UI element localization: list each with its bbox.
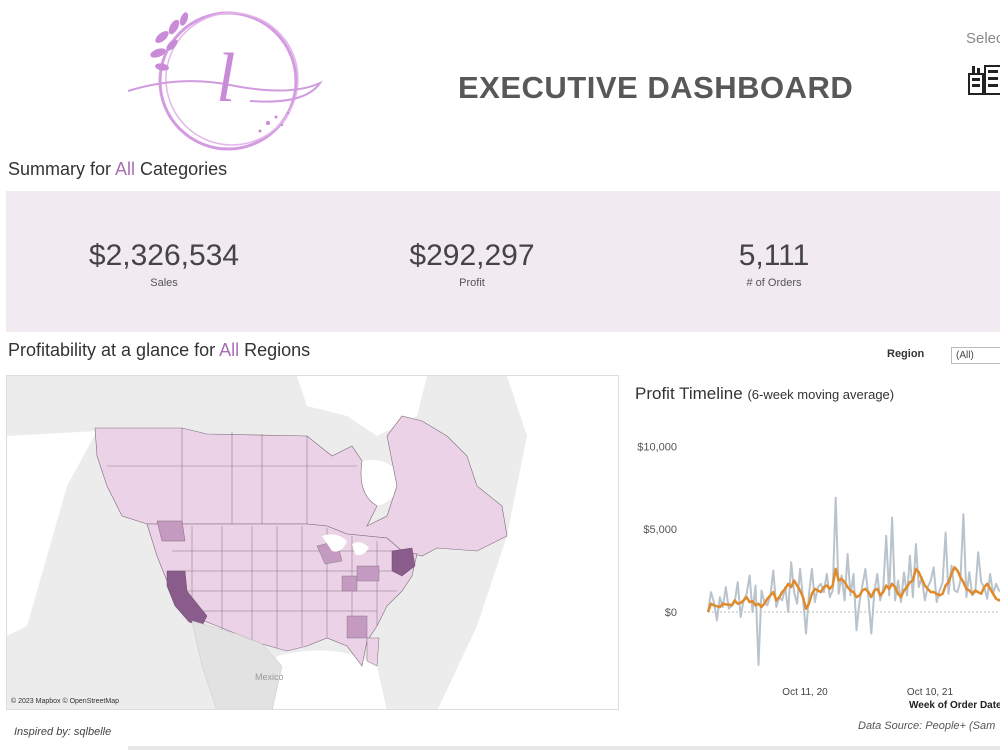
map-credit[interactable]: © 2023 Mapbox © OpenStreetMap — [11, 698, 119, 705]
summary-prefix: Summary for — [8, 159, 116, 179]
category-selector-icon[interactable] — [968, 62, 1000, 98]
pacific-ocean — [7, 431, 97, 636]
kpi-profit-value: $292,297 — [409, 239, 535, 272]
series-lines — [706, 496, 1000, 666]
data-source-note: Data Source: People+ (Sam — [858, 720, 996, 732]
profit-map[interactable] — [6, 375, 619, 710]
hudson-bay — [361, 460, 402, 506]
dashboard-title: EXECUTIVE DASHBOARD — [458, 70, 854, 105]
summary-category-highlight[interactable]: All — [115, 159, 136, 179]
timeline-subtitle: (6-week moving average) — [747, 387, 895, 402]
kpi-sales-value: $2,326,534 — [88, 239, 240, 272]
washington-state[interactable] — [156, 520, 186, 542]
brand-logo: l — [127, 11, 323, 151]
timeline-title: Profit Timeline (6-week moving average) — [635, 384, 894, 404]
region-filter-select[interactable]: (All) — [951, 347, 1000, 364]
timeline-title-main: Profit Timeline — [635, 384, 743, 403]
kpi-band: $2,326,534 Sales $292,297 Profit 5,111 #… — [6, 191, 1000, 332]
x-axis: Oct 11, 20 Oct 10, 21 — [782, 687, 953, 698]
great-lakes — [322, 534, 369, 556]
y-tick-label: $10,000 — [637, 441, 677, 453]
mexico-land — [191, 620, 283, 709]
y-tick-label: $5,000 — [643, 524, 677, 536]
kpi-sales: $2,326,534 Sales — [54, 239, 274, 289]
kpi-orders-value: 5,111 — [738, 239, 810, 272]
profit-timeline-chart[interactable]: $10,000 $5,000 $0 Oct 11, 20 Oct 10, 21 Wee… — [630, 420, 1000, 720]
kpi-orders-label: # of Orders — [746, 277, 802, 289]
select-label: Selec — [966, 30, 1000, 47]
profitability-region-highlight[interactable]: All — [219, 340, 240, 360]
arctic-water — [297, 376, 427, 436]
bottom-scrollbar[interactable] — [128, 746, 1000, 750]
x-tick-label: Oct 11, 20 — [782, 687, 828, 698]
logo-letter: l — [216, 40, 235, 117]
indiana-state[interactable] — [341, 575, 358, 592]
profitability-suffix: Regions — [239, 340, 311, 360]
moving-average-line[interactable] — [706, 566, 1000, 613]
atlantic-ocean — [437, 376, 618, 709]
kpi-profit-label: Profit — [459, 277, 485, 289]
georgia-state[interactable] — [346, 615, 368, 639]
kpi-orders: 5,111 # of Orders — [664, 239, 884, 289]
x-axis-title: Week of Order Date — [909, 700, 1000, 711]
profitability-heading: Profitability at a glance for All Region… — [8, 340, 310, 361]
y-tick-label: $0 — [665, 607, 677, 619]
x-tick-label: Oct 10, 21 — [907, 687, 954, 698]
map-canvas — [7, 376, 618, 709]
ohio-state[interactable] — [356, 565, 380, 582]
mexico-label: Mexico — [255, 672, 284, 682]
new-york-state[interactable] — [391, 547, 416, 577]
florida-state[interactable] — [366, 637, 380, 667]
gulf-of-mexico — [267, 650, 387, 709]
summary-heading: Summary for All Categories — [8, 159, 227, 180]
kpi-sales-label: Sales — [150, 277, 178, 289]
region-filter-label: Region — [887, 348, 925, 360]
inspired-by-credit: Inspired by: sqlbelle — [14, 726, 112, 738]
profitability-prefix: Profitability at a glance for — [8, 340, 220, 360]
weekly-profit-line[interactable] — [707, 496, 1000, 666]
kpi-profit: $292,297 Profit — [362, 239, 582, 289]
y-axis: $10,000 $5,000 $0 — [637, 441, 1000, 619]
summary-suffix: Categories — [135, 159, 228, 179]
